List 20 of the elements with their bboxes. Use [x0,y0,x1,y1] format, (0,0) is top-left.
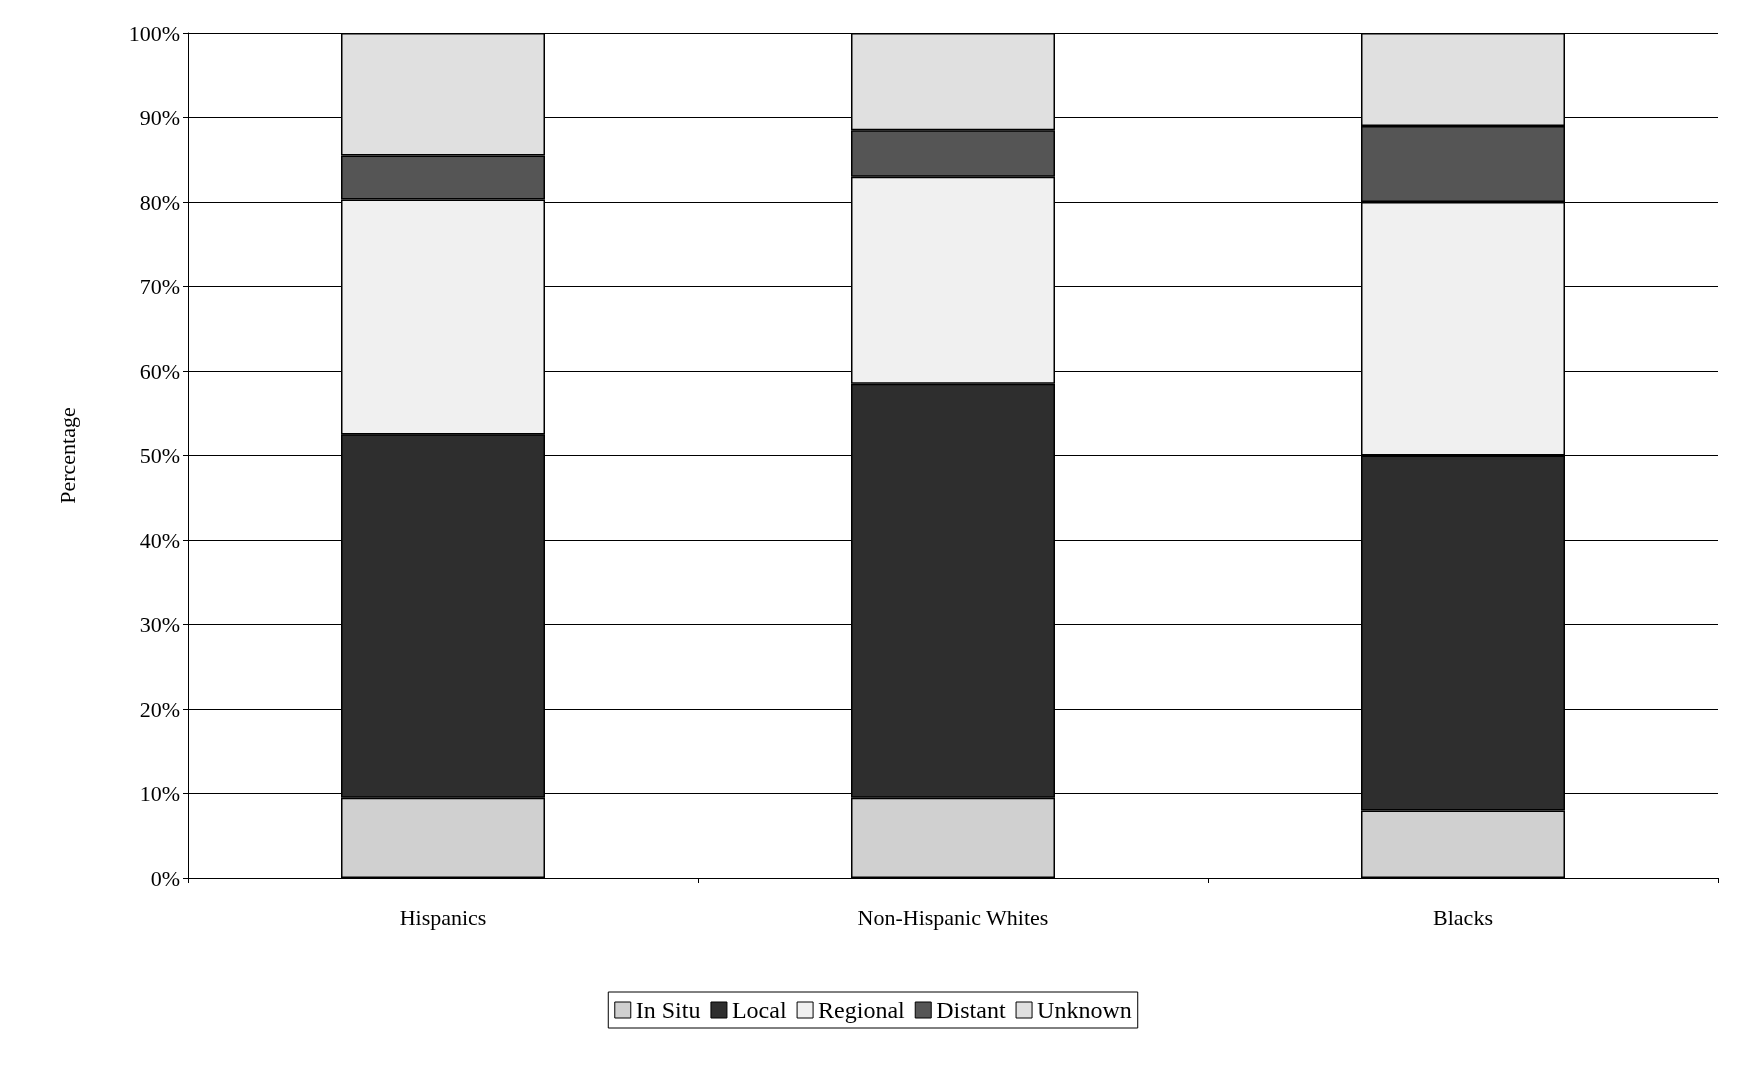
y-tick-label: 10% [139,781,180,806]
x-tick-label: Blacks [1433,904,1493,930]
y-tick-label: 90% [139,105,180,130]
y-tick-label: 50% [139,443,180,468]
y-tick-label: 60% [139,358,180,384]
x-tick-label: Non-Hispanic Whites [857,904,1049,930]
y-tick-label: 20% [139,696,180,722]
legend-label: Unknown [1037,997,1132,1023]
y-tick-label: 70% [139,274,180,299]
y-tick-label: 80% [139,189,180,215]
y-tick-label: 100% [128,20,180,46]
legend-label: In Situ [635,997,701,1023]
y-tick-label: 40% [139,527,180,553]
x-tick-label: Hispanics [399,904,487,930]
y-axis-title: Percentage [54,407,80,504]
y-tick-label: 30% [139,612,180,637]
y-tick-label: 0% [150,865,180,891]
legend-label: Regional [818,997,906,1023]
legend-label: Distant [936,997,1006,1023]
legend-label: Local [731,997,787,1023]
